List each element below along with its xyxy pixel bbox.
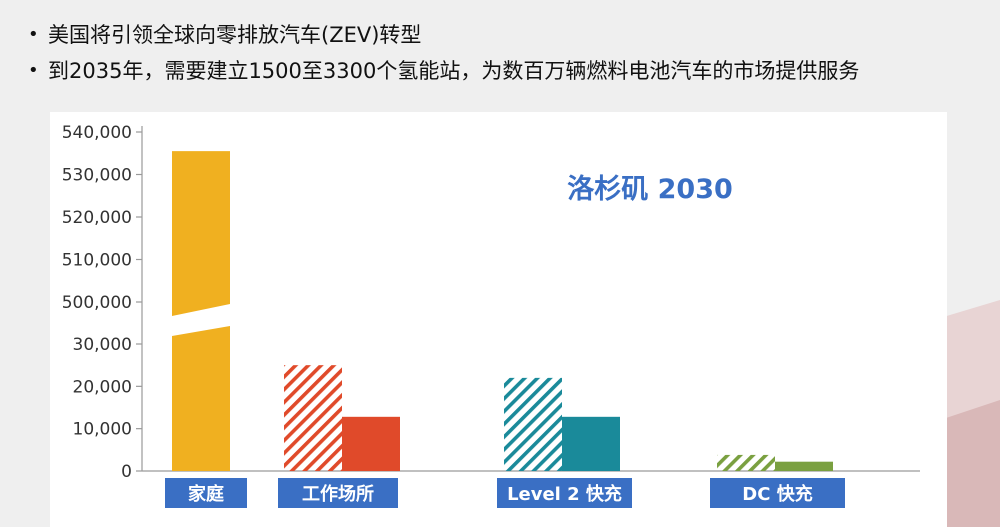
bullet-text: 美国将引领全球向零排放汽车(ZEV)转型 — [48, 23, 422, 47]
y-tick-label: 540,000 — [62, 123, 132, 143]
category-label: DC 快充 — [742, 483, 812, 505]
bar — [717, 454, 775, 471]
y-tick-label: 0 — [121, 462, 132, 482]
category-label-box — [710, 478, 845, 508]
chart-title: 洛杉矶 2030 — [567, 174, 733, 205]
y-tick-label: 530,000 — [62, 166, 132, 186]
bullet-item: • 美国将引领全球向零排放汽车(ZEV)转型 — [28, 22, 988, 48]
y-tick-label: 20,000 — [73, 377, 132, 397]
category-label: 家庭 — [188, 483, 224, 505]
y-tick-label: 500,000 — [62, 293, 132, 313]
bar — [562, 416, 620, 471]
bar — [172, 151, 230, 316]
category-label-box — [165, 478, 247, 508]
bar — [504, 377, 562, 471]
chart-card: 0 10,000 20,000 30,000 500,000 510,000 520,000… — [50, 112, 947, 527]
bullet-item: • 到2035年，需要建立1500至3300个氢能站，为数百万辆燃料电池汽车的市… — [28, 58, 988, 84]
y-tick-label: 30,000 — [73, 335, 132, 355]
bullet-dot-icon: • — [28, 60, 39, 81]
bar-chart: 0 10,000 20,000 30,000 500,000 510,000 520,000… — [62, 123, 920, 508]
bullet-dot-icon: • — [28, 24, 39, 45]
category-label: Level 2 快充 — [507, 483, 622, 505]
bar — [775, 461, 833, 471]
category-label-box — [278, 478, 398, 508]
y-tick-label: 520,000 — [62, 208, 132, 228]
category-label: 工作场所 — [302, 483, 374, 505]
bar — [172, 326, 230, 471]
bullet-text: 到2035年，需要建立1500至3300个氢能站，为数百万辆燃料电池汽车的市场提… — [48, 59, 860, 83]
bar — [342, 416, 400, 471]
bullet-list: • 美国将引领全球向零排放汽车(ZEV)转型 • 到2035年，需要建立1500… — [28, 22, 988, 94]
y-tick-label: 510,000 — [62, 251, 132, 271]
category-label-box — [497, 478, 632, 508]
y-tick-label: 10,000 — [73, 420, 132, 440]
bar — [284, 365, 342, 471]
